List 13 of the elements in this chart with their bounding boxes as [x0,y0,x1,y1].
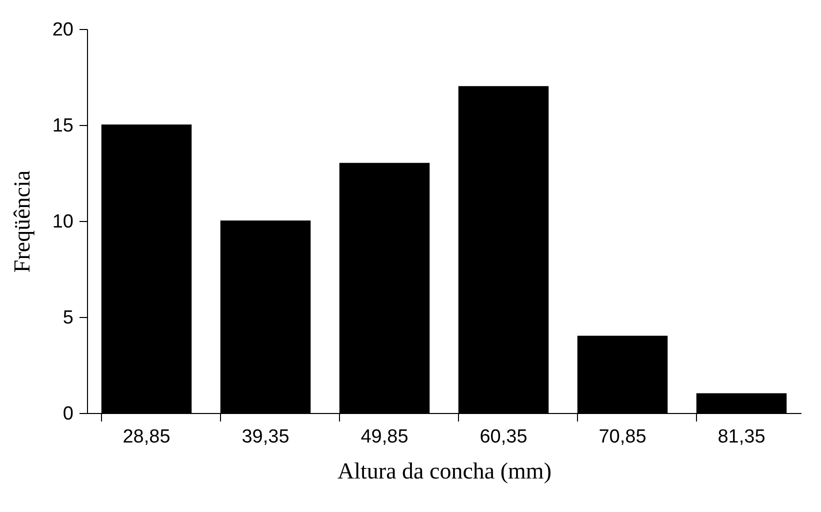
x-tick-label: 28,85 [122,426,170,448]
x-tick-label: 49,85 [360,426,408,448]
y-axis-title: Freqüência [9,170,34,273]
y-tick-label: 10 [52,212,74,232]
x-tick-label: 81,35 [718,426,766,448]
y-tick-label: 5 [62,308,74,328]
x-tick-label: 60,35 [480,426,528,448]
x-tick-label: 70,85 [598,426,646,448]
x-axis-title: Altura da concha (mm) [338,458,552,484]
x-tick-label: 39,35 [242,426,290,448]
y-tick-label: 0 [62,404,74,424]
y-tick-label: 20 [52,20,74,40]
y-tick-label: 15 [52,116,74,136]
